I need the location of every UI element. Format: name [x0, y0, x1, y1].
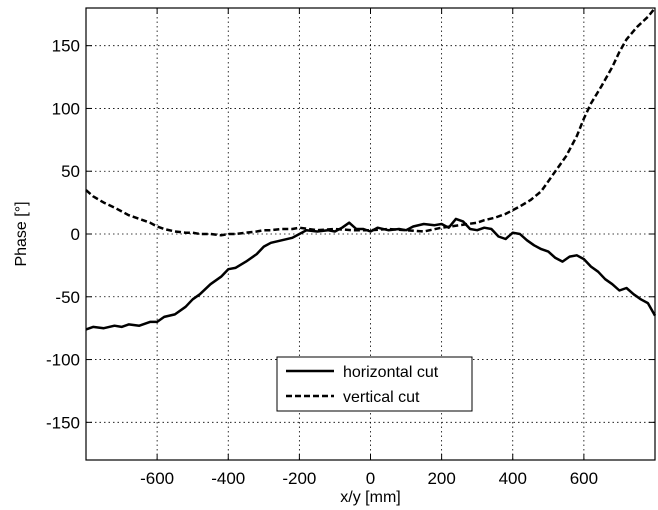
legend-box — [276, 356, 473, 412]
legend-label-horizontal-cut: horizontal cut — [343, 364, 439, 381]
x-tick-label: 0 — [366, 469, 375, 488]
y-tick-label: -150 — [46, 413, 80, 432]
y-axis-label: Phase [°] — [13, 201, 30, 266]
y-tick-label: 150 — [52, 37, 80, 56]
axis-ticks: -600 -400 -200 0 200 400 600 -150 -100 -50 0 50 100 1… — [46, 8, 655, 488]
y-tick-label: 100 — [52, 99, 80, 118]
y-tick-label: -100 — [46, 351, 80, 370]
x-axis-label: x/y [mm] — [340, 489, 400, 506]
series-line-vertical-cut — [85, 7, 656, 237]
x-tick-label: -200 — [282, 469, 316, 488]
y-tick-label: 50 — [61, 162, 80, 181]
x-tick-label: 400 — [499, 469, 527, 488]
x-tick-label: -600 — [140, 469, 174, 488]
x-tick-label: 200 — [427, 469, 455, 488]
y-tick-label: 0 — [71, 225, 80, 244]
series-layer — [85, 7, 657, 331]
y-tick-label: -50 — [55, 288, 80, 307]
x-tick-label: -400 — [211, 469, 245, 488]
legend-label-vertical-cut: vertical cut — [343, 389, 420, 406]
x-tick-label: 600 — [570, 469, 598, 488]
legend: horizontal cut vertical cut — [276, 356, 473, 412]
